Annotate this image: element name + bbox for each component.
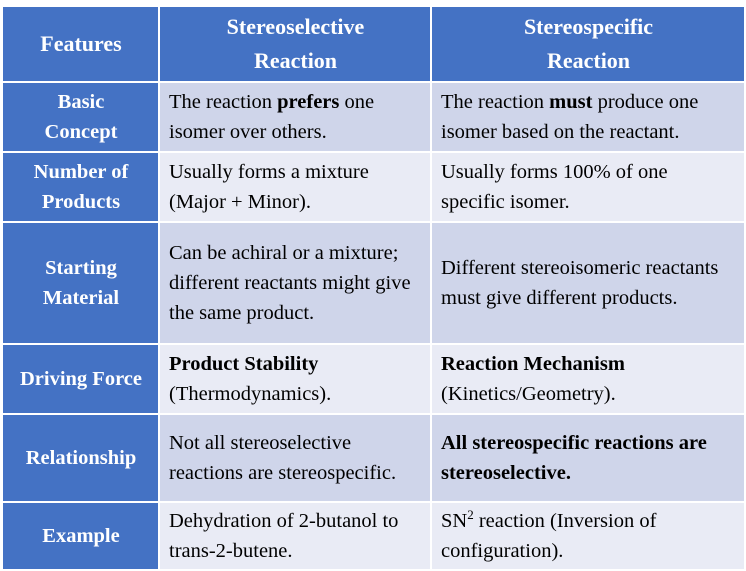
row-example: Example Dehydration of 2-butanol to tran… [1,501,746,571]
row-number-of-products: Number of Products Usually forms a mixtur… [1,151,746,223]
selective-starting-material: Can be achiral or a mixture; different r… [158,221,432,345]
feature-relationship: Relationship [1,413,160,503]
selective-driving-force: Product Stability (Thermodynamics). [158,343,432,415]
selective-example: Dehydration of 2-butanol to trans-2-bute… [158,501,432,571]
row-relationship: Relationship Not all stereoselective rea… [1,413,746,503]
specific-starting-material: Different stereoisomeric reactants must … [430,221,746,345]
selective-basic-concept: The reaction prefers one isomer over oth… [158,81,432,153]
feature-starting-material: Starting Material [1,221,160,345]
header-stereoselective: Stereoselective Reaction [158,5,432,83]
header-stereospecific: Stereospecific Reaction [430,5,746,83]
header-row: Features Stereoselective Reaction Stereos… [1,5,746,83]
comparison-table: Features Stereoselective Reaction Stereos… [1,5,746,571]
feature-driving-force: Driving Force [1,343,160,415]
feature-number-of-products: Number of Products [1,151,160,223]
row-starting-material: Starting Material Can be achiral or a mix… [1,221,746,345]
specific-basic-concept: The reaction must produce one isomer bas… [430,81,746,153]
specific-relationship: All stereospecific reactions are stereos… [430,413,746,503]
row-basic-concept: Basic Concept The reaction prefers one is… [1,81,746,153]
specific-driving-force: Reaction Mechanism (Kinetics/Geometry). [430,343,746,415]
header-features: Features [1,5,160,83]
selective-number-of-products: Usually forms a mixture (Major + Minor). [158,151,432,223]
specific-example: SN2 reaction (Inversion of configuration… [430,501,746,571]
selective-relationship: Not all stereoselective reactions are st… [158,413,432,503]
row-driving-force: Driving Force Product Stability (Thermody… [1,343,746,415]
specific-number-of-products: Usually forms 100% of one specific isome… [430,151,746,223]
feature-basic-concept: Basic Concept [1,81,160,153]
feature-example: Example [1,501,160,571]
